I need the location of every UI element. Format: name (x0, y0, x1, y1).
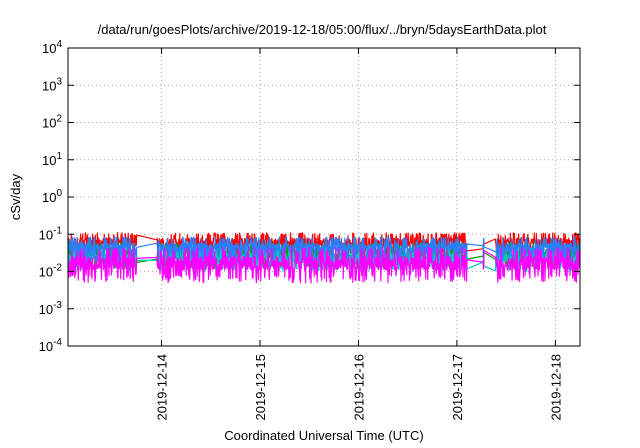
x-tick-label: 2019-12-17 (450, 354, 465, 421)
y-tick-label: 10-4 (39, 337, 63, 354)
grid-lines (68, 48, 580, 346)
x-tick-label: 2019-12-15 (253, 354, 268, 421)
y-tick-exponent: 3 (56, 76, 62, 87)
y-tick-label: 102 (42, 114, 62, 131)
x-axis-label: Coordinated Universal Time (UTC) (224, 428, 423, 443)
x-axis-ticks: 2019-12-14 2019-12-15 2019-12-16 2019-12-17… (155, 48, 563, 421)
y-tick-mantissa: 10 (39, 302, 53, 317)
y-tick-exponent: 2 (56, 114, 62, 125)
y-tick-label: 10-3 (39, 300, 63, 317)
y-tick-label: 103 (42, 76, 62, 93)
y-tick-exponent: 0 (56, 188, 62, 199)
chart-title: /data/run/goesPlots/archive/2019-12-18/0… (98, 22, 547, 37)
y-tick-exponent: -3 (53, 300, 62, 311)
x-tick-label: 2019-12-16 (351, 354, 366, 421)
y-tick-exponent: -1 (53, 225, 62, 236)
y-tick-label: 10-1 (39, 225, 63, 242)
y-tick-exponent: 4 (56, 39, 62, 50)
y-tick-mantissa: 10 (39, 265, 53, 280)
series-line (67, 246, 581, 284)
y-tick-mantissa: 10 (42, 116, 56, 131)
y-tick-label: 10-2 (39, 263, 63, 280)
data-series (67, 232, 581, 284)
y-axis-label: cSv/day (8, 173, 23, 220)
y-tick-exponent: -2 (53, 263, 62, 274)
y-tick-exponent: -4 (53, 337, 62, 348)
y-tick-mantissa: 10 (42, 41, 56, 56)
y-tick-mantissa: 10 (42, 153, 56, 168)
y-tick-mantissa: 10 (39, 339, 53, 354)
y-tick-mantissa: 10 (42, 190, 56, 205)
y-tick-label: 100 (42, 188, 62, 205)
x-tick-label: 2019-12-18 (548, 354, 563, 421)
x-tick-label: 2019-12-14 (155, 354, 170, 421)
y-tick-mantissa: 10 (39, 227, 53, 242)
y-tick-exponent: 1 (56, 151, 62, 162)
y-tick-label: 104 (42, 39, 62, 56)
plot-frame (67, 47, 581, 347)
y-tick-mantissa: 10 (42, 78, 56, 93)
y-tick-label: 101 (42, 151, 62, 168)
